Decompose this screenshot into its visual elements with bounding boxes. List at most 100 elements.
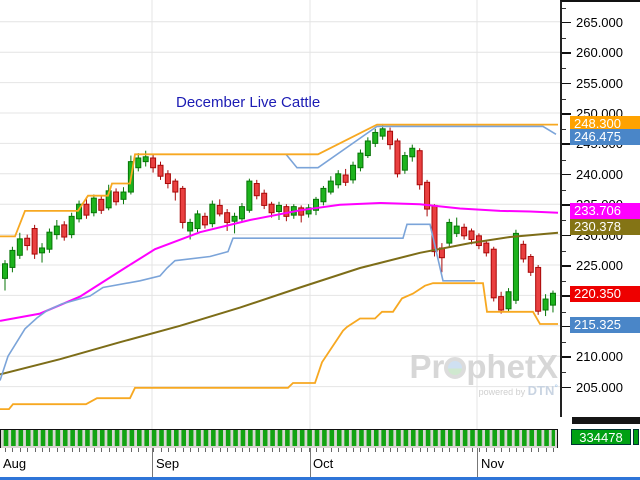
time-bar-tick xyxy=(397,448,399,452)
month-label: Sep xyxy=(156,456,180,471)
volume-bar xyxy=(492,430,498,446)
candle-body xyxy=(549,292,556,306)
time-bar-tick xyxy=(278,448,280,452)
time-bar-tick xyxy=(515,448,517,452)
price-tick-major xyxy=(562,204,571,206)
candle-body xyxy=(305,207,312,215)
window-focus-border xyxy=(0,477,640,480)
time-bar-tick xyxy=(478,448,480,452)
axis-bottom-divider xyxy=(572,417,640,424)
time-bar-tick xyxy=(316,448,317,452)
candle-body xyxy=(483,242,490,254)
time-bar-tick xyxy=(12,448,14,452)
candle-body xyxy=(120,191,127,200)
volume-value-badge: 334478 xyxy=(571,429,631,445)
candle-body xyxy=(150,157,157,169)
time-bar-tick xyxy=(145,448,147,452)
powered-by-dtn: powered by DTN° xyxy=(478,383,558,398)
time-bar-tick xyxy=(249,448,251,452)
volume-bar xyxy=(507,430,512,446)
candle-body xyxy=(16,238,23,256)
time-bar-tick xyxy=(19,448,21,452)
time-bar-tick xyxy=(404,448,406,452)
price-badge: 233.706 xyxy=(570,203,640,219)
time-bar-tick xyxy=(427,448,429,452)
candle-body xyxy=(216,204,223,215)
candle-body xyxy=(327,180,334,193)
main-chart-pane[interactable]: December Live Cattle Pr phetX powered by … xyxy=(0,0,560,429)
volume-bar xyxy=(403,430,409,446)
time-bar-tick xyxy=(79,448,81,452)
volume-bar xyxy=(92,430,98,446)
time-bar-tick xyxy=(123,448,125,452)
candle-body xyxy=(9,249,16,268)
candle-body xyxy=(350,164,357,181)
volume-bar xyxy=(285,430,290,446)
volume-bar xyxy=(62,430,68,446)
volume-bars-canvas xyxy=(3,430,557,446)
time-bar-tick xyxy=(93,448,95,452)
time-bar-tick xyxy=(308,448,310,452)
volume-badge-square xyxy=(633,429,639,445)
candle-body xyxy=(535,266,542,312)
time-axis-ruler[interactable]: Aug Sep Oct Nov xyxy=(0,448,558,477)
price-axis-label: 210.000 xyxy=(576,349,623,365)
candle-body xyxy=(268,203,275,214)
time-bar-tick xyxy=(382,448,384,452)
volume-bar xyxy=(136,430,142,446)
price-axis-label: 225.000 xyxy=(576,258,623,273)
candle-body xyxy=(409,147,416,158)
volume-bar xyxy=(40,430,46,446)
volume-bar xyxy=(373,430,379,446)
candle-body xyxy=(24,237,31,247)
volume-bar xyxy=(307,430,312,446)
volume-bar xyxy=(299,430,305,446)
volume-bar xyxy=(114,430,120,446)
candle-body xyxy=(364,140,371,157)
price-tick-major xyxy=(562,143,571,145)
stop-orange-upper xyxy=(0,123,558,238)
time-bar-tick xyxy=(367,448,369,452)
price-tick-minor xyxy=(562,342,566,343)
volume-bar xyxy=(33,430,38,446)
price-axis-pane[interactable]: 265.000260.000255.000250.000245.000240.0… xyxy=(560,0,640,417)
volume-bar xyxy=(329,430,335,446)
volume-bar xyxy=(174,430,179,446)
candle-body xyxy=(209,203,216,225)
candle-body xyxy=(238,206,245,220)
time-bar-tick xyxy=(501,448,503,452)
time-bar-tick xyxy=(441,448,443,452)
volume-bar xyxy=(410,430,416,446)
chart-title: December Live Cattle xyxy=(176,94,321,111)
volume-bar xyxy=(159,430,164,446)
price-tick-minor xyxy=(562,372,566,374)
volume-bar xyxy=(292,430,298,446)
time-bar-tick xyxy=(338,448,340,452)
month-label: Oct xyxy=(313,456,334,471)
candle-body xyxy=(253,183,260,197)
price-axis-label: 255.000 xyxy=(576,75,623,91)
price-tick-minor xyxy=(562,220,566,222)
candle-body xyxy=(490,248,497,299)
price-tick-major xyxy=(562,21,571,24)
volume-bar xyxy=(470,430,475,446)
price-axis-label: 260.000 xyxy=(576,45,623,61)
candle-body xyxy=(68,215,75,236)
month-separator xyxy=(310,448,311,477)
volume-bar xyxy=(270,430,275,446)
time-bar-tick xyxy=(390,448,392,452)
volume-bar xyxy=(129,430,135,446)
candle-body xyxy=(2,263,8,279)
volume-pane[interactable] xyxy=(0,429,558,449)
time-bar-tick xyxy=(375,448,377,452)
candlestick-chart-canvas[interactable] xyxy=(0,0,560,429)
time-bar-tick xyxy=(286,448,288,452)
candle-body xyxy=(335,173,342,186)
volume-bar xyxy=(455,430,461,446)
price-tick-minor xyxy=(562,38,566,39)
time-bar-tick xyxy=(27,448,29,452)
candle-body xyxy=(39,247,46,254)
candle-body xyxy=(164,173,171,185)
price-tick-major xyxy=(562,52,571,54)
volume-bar xyxy=(544,430,549,446)
